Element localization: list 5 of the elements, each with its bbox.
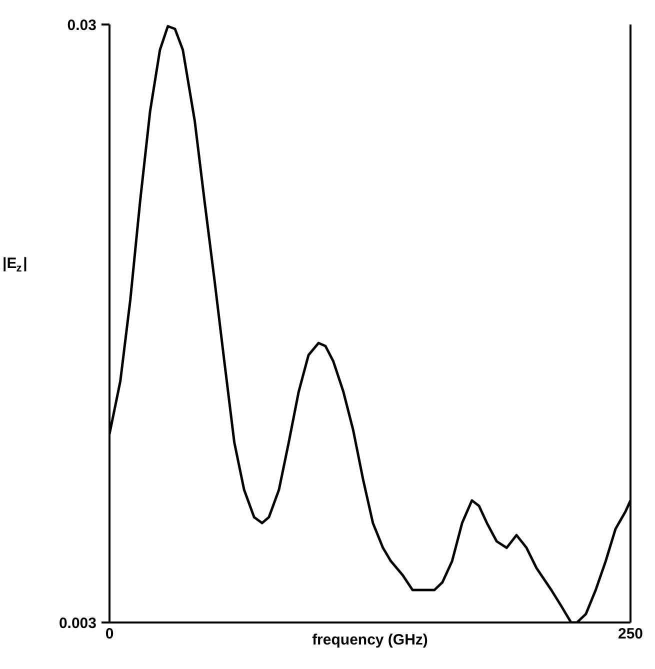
x-tick-label: 250 bbox=[618, 626, 644, 642]
y-tick-label: 0.003 bbox=[58, 615, 97, 632]
x-axis-title: frequency (GHz) bbox=[312, 632, 428, 648]
y-tick-label: 0.03 bbox=[67, 17, 97, 34]
x-tick-label: 0 bbox=[105, 626, 114, 642]
